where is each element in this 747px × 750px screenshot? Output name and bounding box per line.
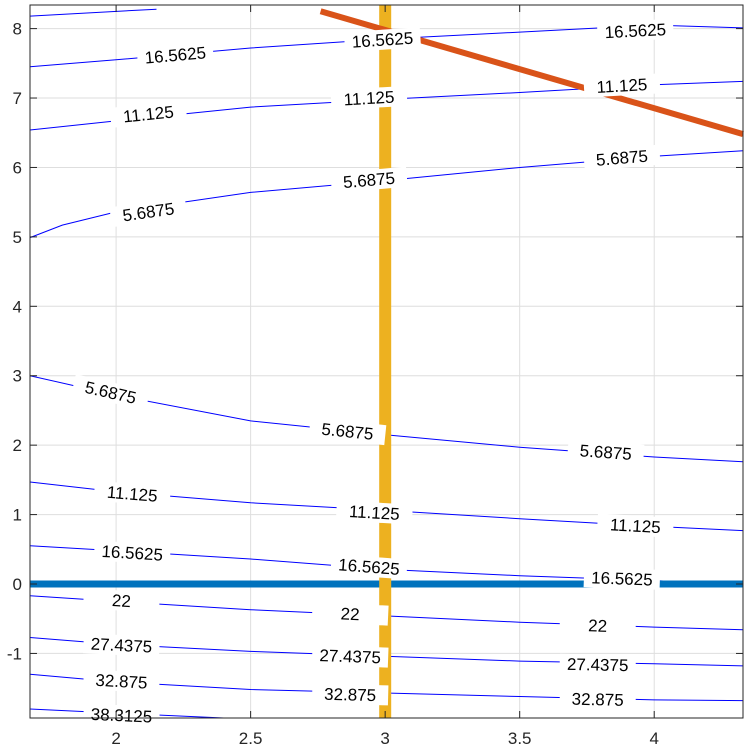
contour-label-background xyxy=(330,166,408,194)
contour-label: 11.125 xyxy=(106,483,158,506)
contour-label-background xyxy=(343,27,422,53)
contour-label-background xyxy=(335,500,413,525)
contour-label-background xyxy=(109,100,188,128)
contour-line xyxy=(29,8,157,17)
contour-label-background xyxy=(596,18,674,43)
contour-label: 22 xyxy=(340,604,360,624)
plot-frame xyxy=(29,4,744,719)
contour-label: 27.4375 xyxy=(90,635,152,657)
y-tick-label: 1 xyxy=(13,506,22,525)
contour-label-background xyxy=(567,439,645,465)
contour-label-background xyxy=(311,683,389,706)
y-tick-label: 8 xyxy=(13,20,22,39)
contour-label-background xyxy=(308,417,387,446)
contour-labels: 5.6875 5.6875 5.6875 11.125 11.125 11.125 16.5… xyxy=(71,18,674,727)
contour-label: 32.875 xyxy=(324,685,376,705)
axis-ticks: 2 2.5 3 3.5 4 -1 0 1 2 3 4 5 6 7 8 xyxy=(7,5,743,748)
contour-label-background xyxy=(82,588,161,613)
contour-label: 5.6875 xyxy=(579,441,632,464)
contour-label: 16.5625 xyxy=(604,20,666,42)
contour-label-background xyxy=(311,602,389,626)
contour-label-background xyxy=(83,703,160,727)
contour-label-background xyxy=(136,41,215,69)
contour-label-background xyxy=(559,653,636,676)
contour-label-background xyxy=(82,669,160,694)
contour-label-background xyxy=(559,614,637,638)
contour-label-background xyxy=(109,196,188,228)
y-tick-label: 2 xyxy=(13,436,22,455)
contour-label: 22 xyxy=(588,616,608,636)
contour-label-background xyxy=(83,633,160,658)
contour-label: 27.4375 xyxy=(567,655,629,675)
contour-label: 16.5625 xyxy=(338,555,401,579)
contour-label-background xyxy=(311,644,389,668)
y-tick-label: 7 xyxy=(13,89,22,108)
contour-label-background xyxy=(93,480,171,507)
x-tick-label: 2.5 xyxy=(239,729,263,748)
contour-label: 16.5625 xyxy=(591,568,653,589)
contour-label: 16.5625 xyxy=(351,29,414,52)
contour-label-background xyxy=(93,540,171,566)
x-tick-label: 3 xyxy=(380,729,389,748)
contour-label: 11.125 xyxy=(343,88,395,110)
y-tick-label: 0 xyxy=(13,575,22,594)
contour-label-background xyxy=(583,567,661,590)
contour-label: 11.125 xyxy=(596,75,648,97)
contour-label-background xyxy=(583,73,661,98)
contour-label: 5.6875 xyxy=(595,147,648,170)
contour-label-background xyxy=(559,688,636,711)
x-tick-label: 3.5 xyxy=(508,729,532,748)
contour-label-background xyxy=(330,553,408,580)
contour-label-background xyxy=(596,513,674,538)
contour-label: 11.125 xyxy=(348,502,400,524)
y-tick-label: 3 xyxy=(13,367,22,386)
y-tick-label: -1 xyxy=(7,644,22,663)
contour-label: 5.6875 xyxy=(342,169,395,192)
y-tick-label: 4 xyxy=(13,297,22,316)
x-tick-label: 4 xyxy=(649,729,658,748)
contour-label: 32.875 xyxy=(571,690,623,710)
x-tick-label: 2 xyxy=(111,729,120,748)
contour-label-background xyxy=(71,374,150,411)
contour-label-background xyxy=(330,85,408,111)
y-tick-label: 5 xyxy=(13,228,22,247)
contour-label: 38.3125 xyxy=(90,705,152,727)
contour-label: 32.875 xyxy=(95,671,148,693)
y-tick-label: 6 xyxy=(13,158,22,177)
contour-label: 27.4375 xyxy=(319,646,381,667)
contour-label: 11.125 xyxy=(609,515,661,537)
contour-label-background xyxy=(583,144,661,171)
contour-label: 16.5625 xyxy=(101,542,164,565)
contour-label: 22 xyxy=(111,591,131,611)
